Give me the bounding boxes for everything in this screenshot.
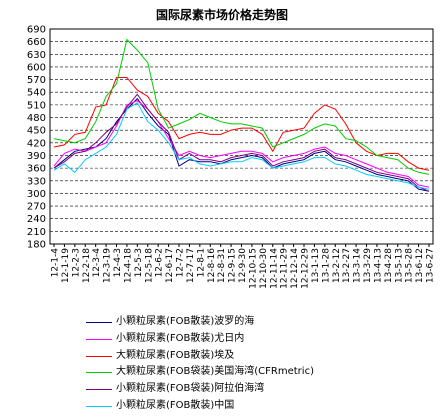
y-tick-label: 510 xyxy=(27,100,46,111)
x-tick-label: 12-4-3 xyxy=(113,248,123,277)
y-tick-label: 240 xyxy=(27,214,46,225)
legend-swatch xyxy=(86,389,112,391)
x-tick-label: 12-3-4 xyxy=(92,248,102,278)
y-tick-label: 600 xyxy=(27,62,46,73)
x-tick-label: 12-7-2 xyxy=(176,248,186,277)
legend-swatch xyxy=(86,355,112,357)
x-tick-label: 12-1-19 xyxy=(61,248,71,283)
x-tick-label: 12-3-19 xyxy=(103,248,113,283)
legend-label: 小颗粒尿素(FOB散装)尤日内 xyxy=(116,332,245,344)
series-line-4 xyxy=(53,38,430,175)
x-tick-label: 12-8-31 xyxy=(217,248,227,283)
x-tick-label: 12-12-14 xyxy=(290,248,300,289)
x-tick-label: 12-2-18 xyxy=(82,248,92,283)
x-tick-label: 13-4-28 xyxy=(384,248,394,283)
x-tick-label: 12-6-17 xyxy=(165,248,175,283)
x-tick-label: 12-7-17 xyxy=(186,248,196,283)
legend-label: 大颗粒尿素(FOB袋装)美国海湾(CFRmetric) xyxy=(116,366,314,378)
x-tick-label: 13-2-12 xyxy=(332,248,342,283)
y-tick-label: 480 xyxy=(27,113,46,124)
x-tick-label: 12-8-1 xyxy=(196,248,206,277)
legend-item: 小颗粒尿素(FOB袋装)阿拉伯海湾 xyxy=(86,381,436,398)
x-tick-label: 12-4-18 xyxy=(123,248,133,283)
x-tick-label: 13-6-12 xyxy=(415,248,425,283)
x-tick-label: 12-11-29 xyxy=(280,248,290,289)
y-tick-label: 300 xyxy=(27,189,46,200)
x-tick-label: 12-5-18 xyxy=(144,248,154,283)
series-line-2 xyxy=(53,100,430,188)
gridlines xyxy=(50,41,433,232)
x-tick-label: 13-3-29 xyxy=(363,248,373,283)
x-tick-label: 12-10-30 xyxy=(259,248,269,289)
legend-swatch xyxy=(86,405,112,407)
x-axis: 12-1-4 12-1-19 12-2-3 12-2-18 12-3-4 12-3-19 1… xyxy=(51,244,436,289)
x-tick-label: 12-2-3 xyxy=(71,248,81,277)
legend-swatch xyxy=(86,338,112,340)
x-tick-label: 13-1-28 xyxy=(321,248,331,283)
legend-swatch xyxy=(86,322,112,323)
legend-item: 小颗粒尿素(FOB散装)尤日内 xyxy=(86,331,436,348)
y-tick-label: 420 xyxy=(27,138,46,149)
x-tick-label: 12-8-16 xyxy=(207,248,217,283)
x-tick-label: 12-11-14 xyxy=(269,248,279,289)
y-tick-label: 360 xyxy=(27,164,46,175)
y-tick-label: 570 xyxy=(27,75,46,86)
plot-area-frame xyxy=(49,28,434,245)
x-tick-label: 13-6-27 xyxy=(426,248,436,283)
legend-label: 小颗粒尿素(FOB袋装)阿拉伯海湾 xyxy=(116,383,265,395)
legend-swatch xyxy=(86,372,112,374)
y-tick-label: 390 xyxy=(27,151,46,162)
series-line-3 xyxy=(53,77,430,171)
x-tick-label: 13-2-27 xyxy=(342,248,352,283)
legend-label: 大颗粒尿素(FOB散装)埃及 xyxy=(116,349,235,361)
chart-title: 国际尿素市场价格走势图 xyxy=(156,7,288,22)
legend-item: 大颗粒尿素(FOB袋装)美国海湾(CFRmetric) xyxy=(86,364,436,381)
legend-item: 小颗粒尿素(FOB散装)中国 xyxy=(86,398,436,415)
legend-item: 大颗粒尿素(FOB散装)埃及 xyxy=(86,348,436,365)
y-tick-label: 180 xyxy=(27,240,46,251)
x-tick-label: 13-5-28 xyxy=(405,248,415,283)
y-tick-label: 630 xyxy=(27,50,46,61)
y-tick-label: 660 xyxy=(27,37,46,48)
x-tick-label: 12-12-29 xyxy=(301,248,311,289)
x-tick-label: 12-1-4 xyxy=(51,248,61,278)
x-tick-label: 12-9-30 xyxy=(238,248,248,283)
series-line-6 xyxy=(53,102,430,190)
series-line-1 xyxy=(53,97,430,192)
y-tick-label: 540 xyxy=(27,88,46,99)
series-line-5 xyxy=(53,93,430,192)
x-tick-label: 13-4-13 xyxy=(373,248,383,283)
x-tick-label: 13-5-13 xyxy=(394,248,404,283)
x-tick-label: 13-3-14 xyxy=(353,248,363,283)
legend: 小颗粒尿素(FOB散装)波罗的海 小颗粒尿素(FOB散装)尤日内 大颗粒尿素(FOB… xyxy=(86,314,436,415)
x-tick-label: 12-6-2 xyxy=(155,248,165,277)
y-tick-label: 330 xyxy=(27,176,46,187)
y-tick-label: 450 xyxy=(27,126,46,137)
x-tick-label: 12-9-15 xyxy=(228,248,238,283)
x-tick-label: 12-10-15 xyxy=(248,248,258,289)
y-tick-label: 270 xyxy=(27,202,46,213)
legend-item: 小颗粒尿素(FOB散装)波罗的海 xyxy=(86,314,436,331)
x-tick-label: 13-1-13 xyxy=(311,248,321,283)
series-lines xyxy=(53,38,430,192)
y-tick-label: 690 xyxy=(27,25,46,36)
y-tick-label: 210 xyxy=(27,227,46,238)
x-tick-label: 12-5-3 xyxy=(134,248,144,277)
legend-label: 小颗粒尿素(FOB散装)中国 xyxy=(116,399,235,411)
legend-label: 小颗粒尿素(FOB散装)波罗的海 xyxy=(116,316,255,327)
